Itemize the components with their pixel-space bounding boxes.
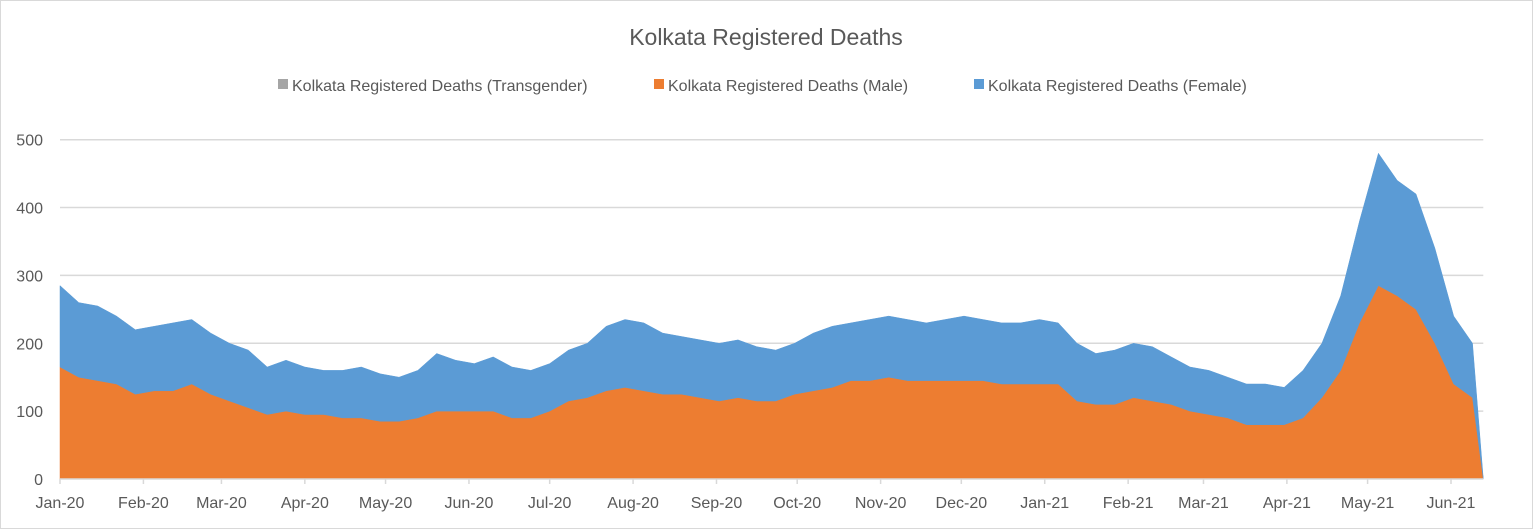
x-tick-label: Jun-20 <box>444 495 493 512</box>
legend-label: Kolkata Registered Deaths (Female) <box>988 78 1247 95</box>
legend: Kolkata Registered Deaths (Transgender) K… <box>278 78 1247 95</box>
x-tick-label: Nov-20 <box>855 495 907 512</box>
legend-label: Kolkata Registered Deaths (Transgender) <box>292 78 588 95</box>
y-tick-label: 300 <box>16 268 43 285</box>
x-tick-label: Jul-20 <box>528 495 572 512</box>
y-tick-label: 100 <box>16 404 43 421</box>
x-tick-label: Jun-21 <box>1427 495 1476 512</box>
y-tick-label: 500 <box>16 133 43 150</box>
x-axis: Jan-20 Feb-20 Mar-20 Apr-20 May-20 Jun-20 Jul-… <box>36 478 1484 512</box>
areas <box>59 152 1484 480</box>
x-tick-label: May-20 <box>359 495 412 512</box>
chart-title: Kolkata Registered Deaths <box>629 24 903 50</box>
y-tick-label: 400 <box>16 201 43 218</box>
x-tick-label: Jan-20 <box>36 495 85 512</box>
x-tick-label: Feb-21 <box>1103 495 1154 512</box>
legend-swatch <box>974 79 984 89</box>
area-series-female <box>59 152 1484 480</box>
x-tick-label: Apr-21 <box>1263 495 1311 512</box>
y-tick-label: 0 <box>34 472 43 489</box>
x-tick-label: Feb-20 <box>118 495 169 512</box>
y-axis: 0 100 200 300 400 500 <box>16 133 43 489</box>
x-tick-label: Jan-21 <box>1020 495 1069 512</box>
x-tick-label: Mar-20 <box>196 495 247 512</box>
x-tick-label: Oct-20 <box>773 495 821 512</box>
x-tick-label: Apr-20 <box>281 495 329 512</box>
y-tick-label: 200 <box>16 336 43 353</box>
x-tick-label: Sep-20 <box>691 495 743 512</box>
x-tick-label: Dec-20 <box>936 495 988 512</box>
x-tick-label: Aug-20 <box>607 495 659 512</box>
legend-swatch <box>278 79 288 89</box>
legend-swatch <box>654 79 664 89</box>
legend-label: Kolkata Registered Deaths (Male) <box>668 78 908 95</box>
x-tick-label: May-21 <box>1341 495 1394 512</box>
x-tick-label: Mar-21 <box>1178 495 1229 512</box>
